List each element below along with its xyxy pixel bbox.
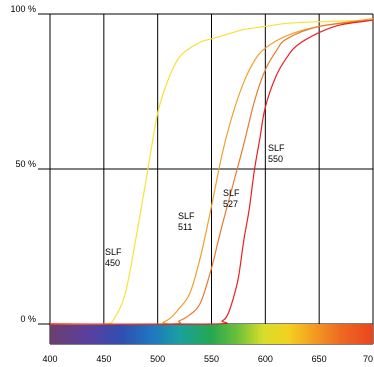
series-line-slf-511 (49, 18, 374, 325)
x-tick-label-2: 500 (150, 354, 165, 364)
spectrum-color-bar (50, 324, 373, 344)
series-line-slf-450 (49, 19, 374, 326)
y-tick-label-2: 100 % (10, 4, 36, 14)
series-label-slf-450-line-1: 450 (105, 258, 120, 268)
x-tick-label-1: 450 (96, 354, 111, 364)
x-tick-label-0: 400 (42, 354, 57, 364)
series-label-slf-550-line-1: 550 (268, 154, 283, 164)
series-label-slf-550-line-0: SLF (268, 143, 285, 153)
x-tick-label-6: 70 (363, 354, 373, 364)
series-label-slf-511-line-1: 511 (178, 222, 192, 232)
y-tick-label-1: 50 % (15, 159, 36, 169)
series-label-slf-527-line-1: 527 (223, 199, 238, 209)
x-tick-label-5: 650 (312, 354, 327, 364)
x-tick-label-4: 600 (258, 354, 273, 364)
y-tick-labels: 0 % 50 % 100 % (10, 4, 36, 324)
series-curves (49, 18, 374, 326)
x-tick-labels: 400 450 500 550 600 650 70 (42, 354, 373, 364)
y-tick-label-0: 0 % (20, 314, 36, 324)
x-tick-label-3: 550 (204, 354, 219, 364)
series-line-slf-550 (49, 19, 374, 325)
series-label-slf-511-line-0: SLF (178, 211, 195, 221)
series-label-slf-450-line-0: SLF (105, 247, 122, 257)
series-label-slf-527-line-0: SLF (223, 188, 240, 198)
series-line-slf-527 (49, 19, 374, 325)
